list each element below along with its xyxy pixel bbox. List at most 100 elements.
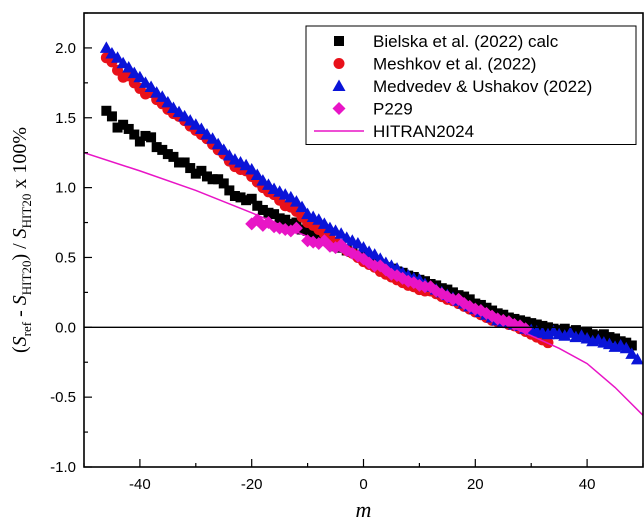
- data-point-bielska-et-al-2022-calc: [162, 149, 173, 160]
- data-point-bielska-et-al-2022-calc: [218, 178, 229, 189]
- x-axis-ticks: -40 -20 0 20 40: [83, 459, 644, 493]
- y-title-minus: -: [9, 305, 31, 322]
- data-point-medvedev-ushakov-2022: [99, 41, 113, 53]
- x-tick-label: -20: [241, 476, 263, 493]
- data-point-bielska-et-al-2022-calc: [559, 323, 570, 334]
- data-point-bielska-et-al-2022-calc: [263, 207, 274, 218]
- data-point-bielska-et-al-2022-calc: [598, 329, 609, 340]
- data-point-bielska-et-al-2022-calc: [269, 209, 280, 220]
- data-point-p229: [345, 246, 359, 260]
- legend-swatch-p229: [332, 102, 346, 115]
- data-point-medvedev-ushakov-2022: [133, 70, 147, 83]
- data-point-bielska-et-al-2022-calc: [106, 111, 117, 122]
- x-tick-label: 0: [359, 476, 367, 493]
- y-tick-label: 0.0: [55, 319, 76, 336]
- y-title-s3: S: [9, 228, 31, 238]
- y-title-s3-sub: HIT20: [19, 194, 34, 229]
- data-point-bielska-et-al-2022-calc: [520, 316, 531, 327]
- data-point-medvedev-ushakov-2022: [111, 51, 125, 63]
- data-point-bielska-et-al-2022-calc: [224, 185, 235, 196]
- legend-label-p229: P229: [373, 100, 413, 119]
- data-point-bielska-et-al-2022-calc: [174, 157, 185, 168]
- data-point-bielska-et-al-2022-calc: [526, 318, 537, 329]
- data-point-bielska-et-al-2022-calc: [168, 151, 179, 162]
- data-point-bielska-et-al-2022-calc: [582, 326, 593, 337]
- legend-label-hitran2024: HITRAN2024: [373, 122, 474, 141]
- data-point-bielska-et-al-2022-calc: [201, 171, 212, 182]
- data-point-bielska-et-al-2022-calc: [235, 192, 246, 203]
- x-tick-label: -40: [129, 476, 151, 493]
- data-point-bielska-et-al-2022-calc: [610, 333, 621, 344]
- data-point-bielska-et-al-2022-calc: [196, 165, 207, 176]
- data-point-bielska-et-al-2022-calc: [157, 144, 168, 155]
- legend: Bielska et al. (2022) calc Meshkov et al.…: [305, 25, 637, 145]
- data-point-bielska-et-al-2022-calc: [257, 204, 268, 215]
- data-point-bielska-et-al-2022-calc: [302, 225, 313, 236]
- data-point-bielska-et-al-2022-calc: [570, 325, 581, 336]
- y-title-s2: S: [9, 295, 31, 305]
- data-point-medvedev-ushakov-2022: [211, 137, 225, 150]
- data-point-medvedev-ushakov-2022: [245, 162, 259, 175]
- data-point-p229: [289, 221, 303, 235]
- data-point-bielska-et-al-2022-calc: [146, 132, 157, 143]
- data-point-medvedev-ushakov-2022: [625, 347, 639, 359]
- data-point-bielska-et-al-2022-calc: [185, 163, 196, 174]
- y-title-tail: x 100%: [9, 127, 31, 194]
- data-point-medvedev-ushakov-2022: [206, 132, 220, 144]
- data-point-p229: [245, 217, 259, 231]
- y-title-s1: S: [9, 336, 31, 346]
- data-point-bielska-et-al-2022-calc: [587, 329, 598, 340]
- data-point-bielska-et-al-2022-calc: [229, 190, 240, 201]
- data-point-bielska-et-al-2022-calc: [246, 193, 257, 204]
- legend-swatch-meshkov-et-al-2022: [333, 58, 345, 69]
- y-tick-label: 0.5: [55, 249, 76, 266]
- data-point-bielska-et-al-2022-calc: [213, 174, 224, 185]
- x-tick-label: 40: [579, 476, 596, 493]
- data-point-bielska-et-al-2022-calc: [308, 228, 319, 239]
- data-point-bielska-et-al-2022-calc: [129, 129, 140, 140]
- data-point-bielska-et-al-2022-calc: [179, 157, 190, 168]
- legend-swatch-bielska-et-al-2022-calc: [334, 36, 344, 46]
- y-title-s1-sub: ref: [19, 321, 34, 336]
- y-tick-label: 1.5: [55, 110, 76, 127]
- data-point-medvedev-ushakov-2022: [217, 143, 231, 155]
- data-point-medvedev-ushakov-2022: [194, 122, 208, 134]
- data-point-bielska-et-al-2022-calc: [604, 332, 615, 343]
- data-point-medvedev-ushakov-2022: [295, 200, 309, 213]
- y-tick-label: 1.0: [55, 180, 76, 197]
- legend-box: [305, 25, 637, 145]
- y-tick-label: -0.5: [50, 389, 76, 406]
- data-point-medvedev-ushakov-2022: [619, 341, 633, 354]
- y-title-s2-sub: HIT20: [19, 261, 34, 296]
- y-title-mid: ) /: [9, 238, 31, 260]
- data-point-medvedev-ushakov-2022: [122, 60, 136, 73]
- data-point-medvedev-ushakov-2022: [155, 90, 169, 102]
- data-point-bielska-et-al-2022-calc: [190, 168, 201, 179]
- series-hitran2024: [84, 151, 643, 416]
- data-point-bielska-et-al-2022-calc: [207, 174, 218, 185]
- data-point-bielska-et-al-2022-calc: [118, 119, 129, 130]
- data-point-bielska-et-al-2022-calc: [626, 340, 637, 351]
- y-title-open: (: [9, 346, 31, 353]
- data-point-bielska-et-al-2022-calc: [140, 130, 151, 141]
- x-tick-label: 20: [467, 476, 484, 493]
- data-point-medvedev-ushakov-2022: [630, 352, 643, 365]
- data-point-medvedev-ushakov-2022: [250, 168, 264, 181]
- data-point-bielska-et-al-2022-calc: [285, 218, 296, 229]
- data-point-medvedev-ushakov-2022: [144, 80, 158, 93]
- data-point-bielska-et-al-2022-calc: [112, 122, 123, 133]
- data-point-medvedev-ushakov-2022: [161, 95, 175, 108]
- legend-swatch-medvedev-ushakov-2022: [332, 79, 346, 91]
- data-point-bielska-et-al-2022-calc: [531, 319, 542, 330]
- x-axis-title: m: [356, 497, 372, 522]
- plot-area: [84, 41, 643, 416]
- data-point-bielska-et-al-2022-calc: [241, 195, 252, 206]
- series-line-hitran2024: [84, 151, 643, 416]
- data-point-bielska-et-al-2022-calc: [151, 142, 162, 153]
- data-point-bielska-et-al-2022-calc: [280, 214, 291, 225]
- data-point-bielska-et-al-2022-calc: [252, 200, 263, 211]
- data-point-bielska-et-al-2022-calc: [134, 136, 145, 147]
- data-point-bielska-et-al-2022-calc: [464, 294, 475, 305]
- data-point-bielska-et-al-2022-calc: [101, 105, 112, 116]
- y-tick-label: 2.0: [55, 40, 76, 57]
